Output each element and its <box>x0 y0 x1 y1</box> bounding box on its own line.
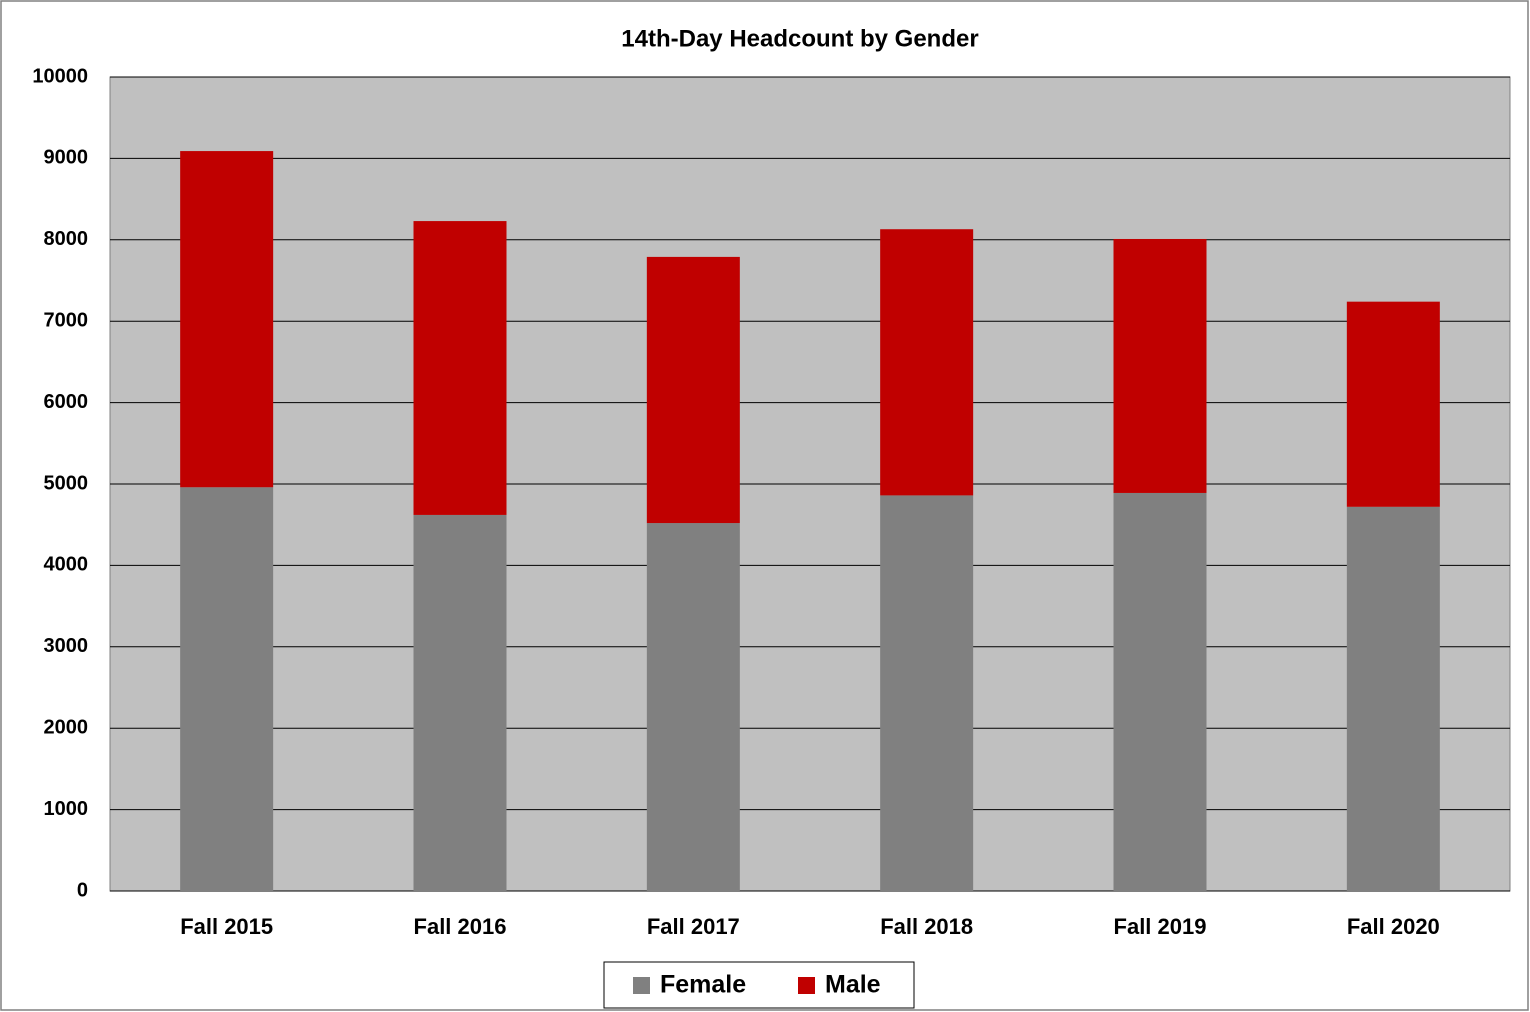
bar-segment <box>880 495 974 891</box>
legend-label: Female <box>660 971 746 999</box>
bar-segment <box>180 487 274 891</box>
bar-segment <box>1113 238 1207 493</box>
y-tick-label: 4000 <box>44 554 89 576</box>
legend-swatch <box>798 977 815 994</box>
legend-label: Male <box>825 971 881 999</box>
bar-segment <box>1346 506 1440 891</box>
x-tick-label: Fall 2018 <box>880 914 973 939</box>
bar-segment <box>180 151 274 488</box>
x-tick-label: Fall 2020 <box>1347 914 1440 939</box>
y-tick-label: 3000 <box>44 635 89 657</box>
bar-segment <box>1346 301 1440 507</box>
y-tick-label: 6000 <box>44 391 89 413</box>
y-tick-label: 8000 <box>44 228 89 250</box>
x-tick-label: Fall 2017 <box>647 914 740 939</box>
y-tick-label: 7000 <box>44 309 89 331</box>
x-tick-label: Fall 2015 <box>180 914 273 939</box>
bar-segment <box>880 229 974 496</box>
bar-segment <box>413 514 507 891</box>
x-tick-label: Fall 2016 <box>414 914 507 939</box>
bar-segment <box>1113 492 1207 891</box>
legend <box>603 961 915 1009</box>
bar-segment <box>646 256 740 524</box>
y-tick-label: 0 <box>77 879 88 901</box>
y-tick-label: 9000 <box>44 147 89 169</box>
legend-swatch <box>633 977 650 994</box>
y-tick-label: 5000 <box>44 472 89 494</box>
chart-title: 14th-Day Headcount by Gender <box>621 25 978 52</box>
y-tick-label: 10000 <box>32 65 88 87</box>
x-tick-label: Fall 2019 <box>1114 914 1207 939</box>
y-tick-label: 1000 <box>44 798 89 820</box>
bar-segment <box>413 221 507 515</box>
bar-segment <box>646 523 740 891</box>
y-tick-label: 2000 <box>44 716 89 738</box>
